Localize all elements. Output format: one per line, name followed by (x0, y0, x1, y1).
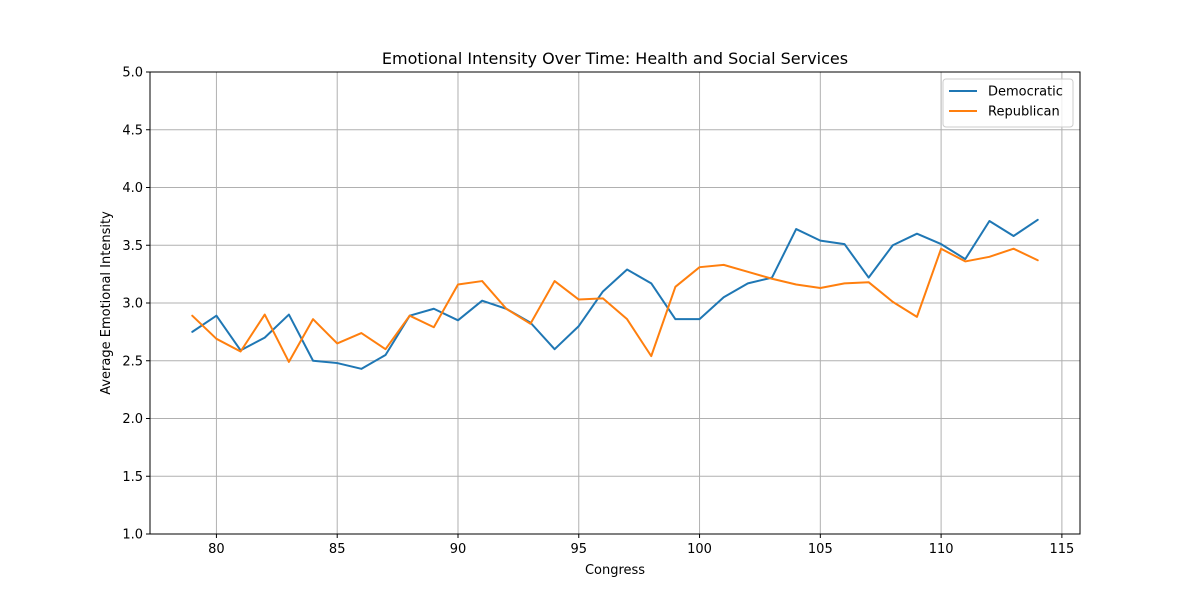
x-axis-label: Congress (585, 563, 645, 578)
legend-label: Republican (988, 105, 1060, 120)
legend-label: Democratic (988, 85, 1063, 100)
y-tick-label: 1.0 (122, 528, 143, 543)
series-line-republican (191, 247, 1039, 363)
chart-title: Emotional Intensity Over Time: Health an… (382, 49, 848, 68)
x-tick-label: 100 (687, 542, 712, 557)
y-tick-label: 3.5 (122, 239, 143, 254)
y-tick-label: 2.0 (122, 412, 143, 427)
x-tick-label: 105 (808, 542, 833, 557)
grid (150, 71, 1080, 535)
x-tick-label: 80 (208, 542, 225, 557)
series-layer (191, 218, 1039, 370)
series-line-democratic (191, 218, 1039, 370)
y-tick-label: 2.5 (122, 354, 143, 369)
y-tick-label: 4.5 (122, 123, 143, 138)
y-tick-label: 3.0 (122, 297, 143, 312)
y-tick-label: 1.5 (122, 470, 143, 485)
x-tick-label: 115 (1049, 542, 1074, 557)
ticks: 80 85 90 95 100 105 110 115 1.0 1.5 2.0 2.5 3.0 3.5 4.… (122, 66, 1074, 558)
y-axis-label: Average Emotional Intensity (99, 211, 114, 395)
x-tick-label: 110 (929, 542, 954, 557)
y-tick-label: 4.0 (122, 181, 143, 196)
x-tick-label: 95 (570, 542, 587, 557)
x-tick-label: 85 (329, 542, 346, 557)
legend: Democratic Republican (942, 78, 1074, 128)
y-tick-label: 5.0 (122, 66, 143, 81)
x-tick-label: 90 (450, 542, 467, 557)
